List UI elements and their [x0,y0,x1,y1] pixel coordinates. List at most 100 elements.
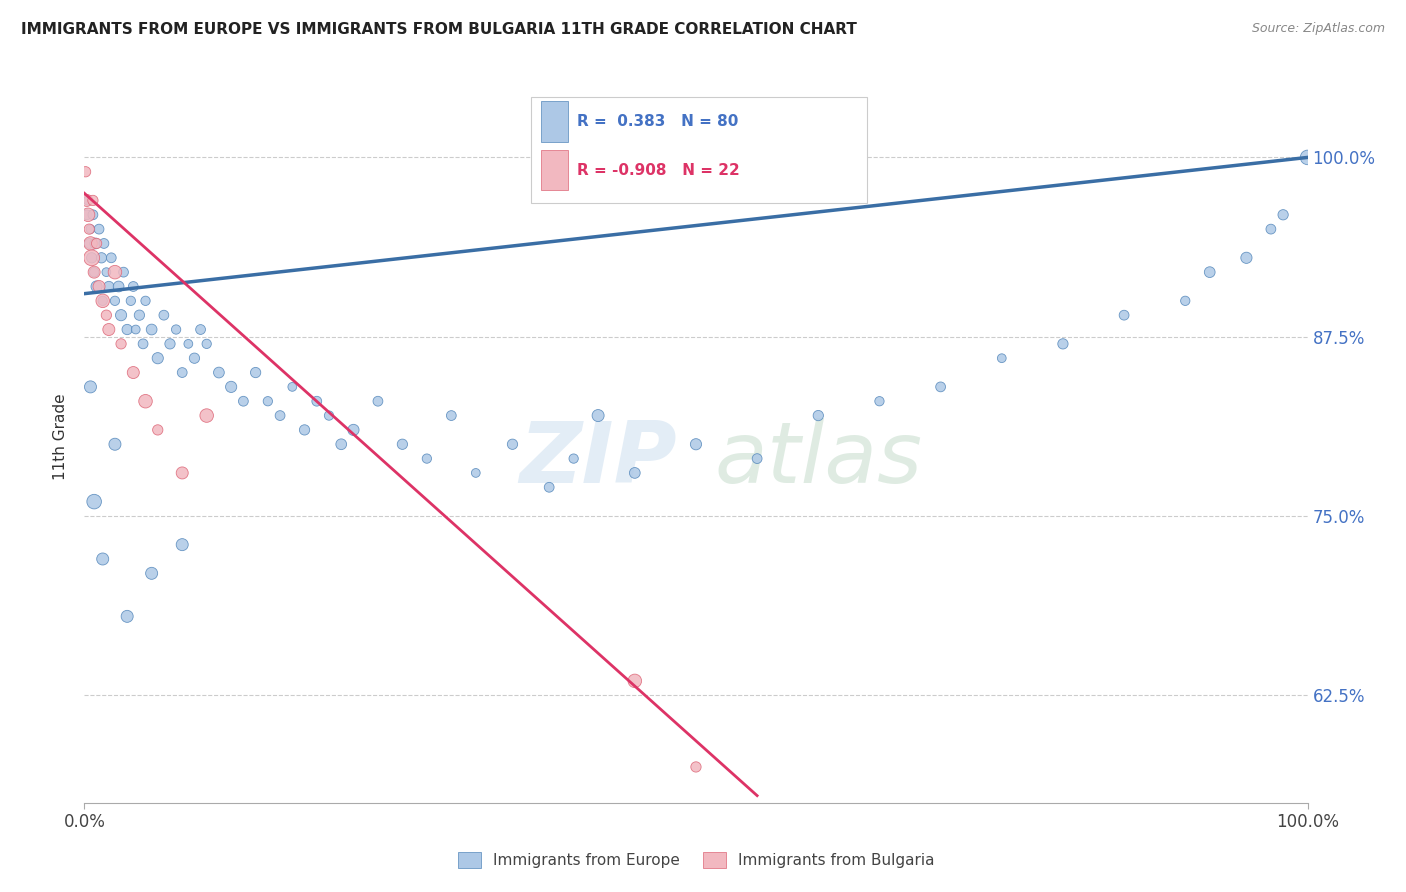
Point [83,265,105,279]
Point [991,351,1014,366]
Point [80,251,103,265]
Point [159,336,181,351]
Point [110,336,132,351]
Point [91,293,114,308]
Point [586,409,609,423]
Point [97,322,120,336]
Point [77,208,100,222]
Point [96,265,118,279]
Point [77,236,100,251]
Point [135,293,157,308]
Point [115,609,138,624]
Text: IMMIGRANTS FROM EUROPE VS IMMIGRANTS FROM BULGARIA 11TH GRADE CORRELATION CHART: IMMIGRANTS FROM EUROPE VS IMMIGRANTS FRO… [21,22,858,37]
Point [77,222,100,236]
Point [208,366,231,380]
Point [104,293,127,308]
Point [165,322,187,336]
Point [1174,293,1197,308]
Point [120,293,142,308]
Point [96,308,118,322]
Point [747,451,769,466]
Point [125,322,148,336]
Point [82,208,104,222]
Point [172,466,194,480]
Point [367,394,389,409]
Point [79,236,101,251]
Point [87,222,110,236]
Legend: Immigrants from Europe, Immigrants from Bulgaria: Immigrants from Europe, Immigrants from … [458,853,934,868]
Point [1114,308,1136,322]
Point [195,409,218,423]
Point [132,336,155,351]
Text: atlas: atlas [714,417,922,500]
Point [91,552,114,566]
Point [83,265,105,279]
Point [115,322,138,336]
Point [269,409,291,423]
Point [84,236,107,251]
Point [219,380,242,394]
Point [183,351,205,366]
Point [90,251,112,265]
Point [172,538,194,552]
Point [318,409,340,423]
Point [87,279,110,293]
Point [141,322,163,336]
Point [624,673,647,688]
Point [1198,265,1220,279]
Point [83,494,105,508]
Point [172,366,194,380]
FancyBboxPatch shape [531,97,868,203]
Point [91,293,114,308]
Point [86,236,108,251]
Point [685,437,707,451]
Text: ZIP: ZIP [519,417,676,500]
Point [416,451,439,466]
Point [153,308,176,322]
Point [257,394,280,409]
Point [75,165,97,179]
Point [76,194,98,208]
Point [76,208,98,222]
Point [104,265,127,279]
Point [146,423,169,437]
Point [104,437,127,451]
Point [128,308,150,322]
Point [294,423,316,437]
Point [1260,222,1282,236]
Y-axis label: 11th Grade: 11th Grade [53,393,69,481]
Point [330,437,353,451]
Bar [541,102,568,142]
Point [86,279,108,293]
Point [122,279,145,293]
Point [79,222,101,236]
Point [245,366,267,380]
Point [146,351,169,366]
Point [305,394,328,409]
Point [1272,208,1295,222]
Point [135,394,157,409]
Point [624,466,647,480]
Point [122,366,145,380]
Point [281,380,304,394]
Point [177,336,200,351]
Point [440,409,463,423]
Point [79,380,101,394]
Point [685,760,707,774]
Point [929,380,952,394]
Point [869,394,891,409]
Point [100,251,122,265]
Point [97,279,120,293]
Point [112,265,135,279]
Point [77,194,100,208]
Point [195,336,218,351]
Point [807,409,830,423]
Point [1052,336,1074,351]
Text: R = -0.908   N = 22: R = -0.908 N = 22 [578,162,740,178]
Text: R =  0.383   N = 80: R = 0.383 N = 80 [578,114,738,128]
Point [538,480,561,494]
Point [1236,251,1258,265]
Point [342,423,364,437]
Point [502,437,524,451]
Point [141,566,163,581]
